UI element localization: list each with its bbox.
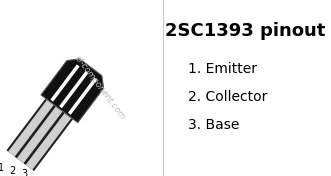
- Text: 2: 2: [9, 166, 16, 176]
- Text: 3: 3: [21, 169, 27, 176]
- Text: el-component.com: el-component.com: [73, 54, 127, 122]
- Text: 3. Base: 3. Base: [188, 118, 239, 132]
- Text: 1: 1: [0, 164, 4, 173]
- Polygon shape: [41, 59, 104, 123]
- Text: 2SC1393 pinout: 2SC1393 pinout: [165, 22, 325, 40]
- Text: 2. Collector: 2. Collector: [188, 90, 267, 104]
- Text: 1. Emitter: 1. Emitter: [188, 62, 257, 76]
